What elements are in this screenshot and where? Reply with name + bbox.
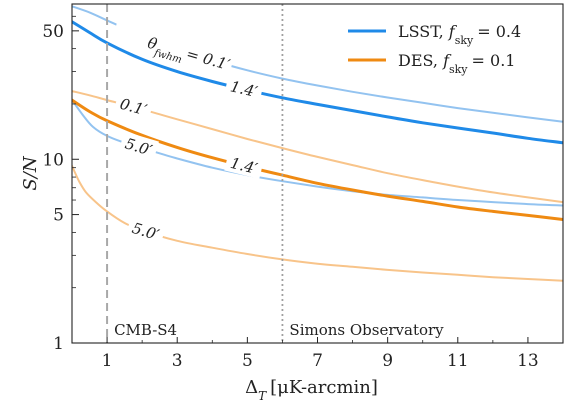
y-tick-label: 10 [42,150,64,170]
series-line-lsst-50 [72,99,563,207]
x-tick-label: 5 [242,351,253,371]
curve-label-des-01: 0.1′ [113,91,154,121]
x-tick-label: 3 [172,351,183,371]
x-tick-label: 11 [447,351,469,371]
y-tick-label: 5 [53,206,64,226]
x-tick-label: 1 [102,351,113,371]
x-tick-label: 9 [382,351,393,371]
vline-label-cmb-s4: CMB-S4 [114,321,177,339]
curve-label-des-14: 1.4′ [224,150,264,179]
x-axis-title: ΔT [μK-arcmin] [245,377,378,403]
series-line-des-14 [72,98,563,221]
legend: LSST, fsky = 0.4 DES, fsky = 0.1 [348,22,521,76]
svg-text:1.4′: 1.4′ [229,77,260,101]
curve-label-des-50: 5.0′ [125,215,166,246]
y-tick-label: 50 [42,22,64,42]
series-line-des-50 [72,164,563,282]
svg-text:θfwhm= 0.1′: θfwhm= 0.1′ [144,34,232,79]
curve-label-lsst-50: 5.0′ [118,131,159,161]
reference-lines-layer: CMB-S4 Simons Observatory [106,4,444,343]
svg-text:5.0′: 5.0′ [130,219,162,244]
y-tick-label: 1 [53,334,64,354]
series-line-lsst-14 [72,20,563,145]
legend-label: DES, fsky = 0.1 [398,51,515,76]
y-axis-title: S/N [20,155,41,190]
x-tick-label: 7 [312,351,323,371]
curve-label-lsst-14: 1.4′ [224,74,264,102]
legend-label: LSST, fsky = 0.4 [398,22,521,47]
vline-label-simons-observatory: Simons Observatory [289,321,444,339]
x-tick-label: 13 [517,351,539,371]
svg-text:0.1′: 0.1′ [118,95,150,120]
